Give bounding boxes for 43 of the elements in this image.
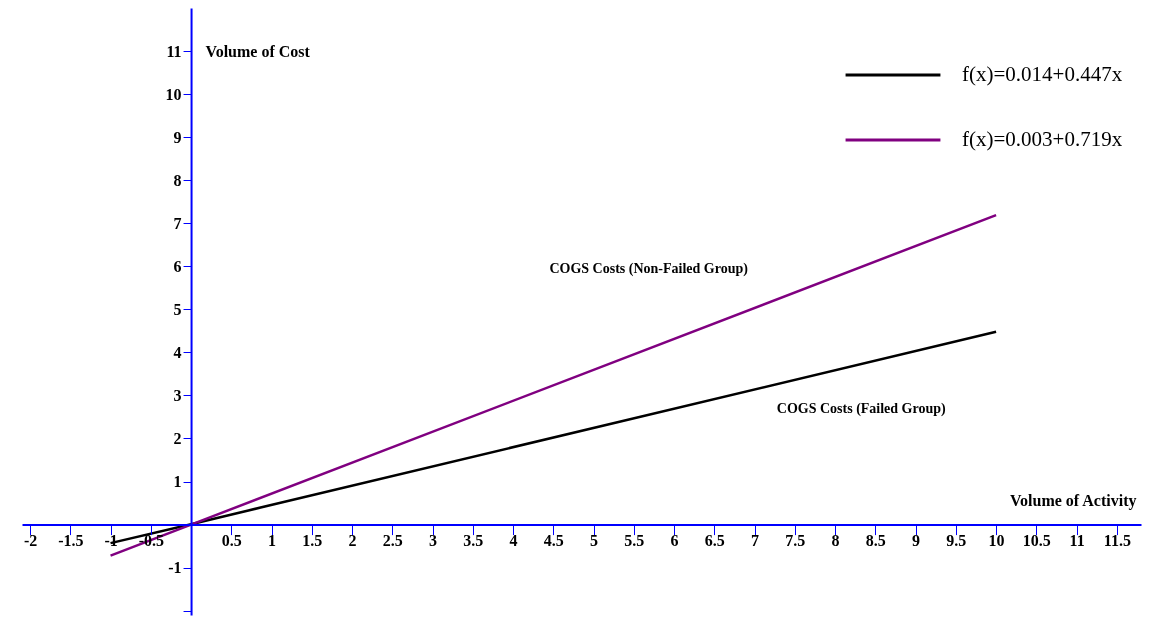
x-tick-label: 8.5	[865, 532, 886, 550]
x-tick-label: 11.5	[1103, 532, 1131, 550]
x-tick-label: 7.5	[785, 532, 806, 550]
x-tick-label: -2	[23, 532, 38, 550]
y-tick-label: 2	[173, 430, 182, 447]
x-tick-label: 10	[988, 532, 1005, 550]
legend-label: f(x)=0.014+0.447x	[962, 62, 1123, 86]
x-tick-label: 7	[751, 532, 760, 550]
x-tick-label: 9.5	[946, 532, 967, 550]
x-tick-label: 1	[268, 532, 277, 550]
x-tick-label: 3.5	[463, 532, 484, 550]
x-tick-label: 11	[1069, 532, 1085, 550]
y-axis-title: Volume of Cost	[205, 42, 311, 60]
x-tick-label: 2	[348, 532, 357, 550]
y-tick-label: 8	[173, 171, 182, 189]
x-tick-label: 9	[912, 532, 921, 550]
y-tick-label: 4	[173, 343, 182, 361]
x-axis-title: Volume of Activity	[1009, 492, 1137, 511]
x-tick-label: 1.5	[302, 532, 323, 550]
y-tick-label: 3	[173, 386, 182, 404]
y-tick-label: 7	[173, 214, 182, 232]
y-tick-label: 9	[173, 128, 182, 146]
annotation: COGS Costs (Non-Failed Group)	[549, 261, 749, 278]
x-tick-label: 0.5	[221, 532, 242, 550]
x-tick-label: 6.5	[704, 532, 725, 550]
x-tick-label: 10.5	[1022, 532, 1051, 550]
x-tick-label: -1.5	[58, 532, 84, 550]
y-tick-label: 1	[173, 473, 182, 491]
x-tick-label: 4.5	[543, 532, 564, 550]
x-tick-label: 5.5	[624, 532, 645, 550]
x-tick-label: 6	[670, 532, 679, 550]
x-tick-label: 2.5	[382, 532, 403, 550]
x-tick-label: 5	[590, 532, 599, 550]
x-tick-label: 8	[831, 532, 840, 550]
y-tick-label: -1	[168, 559, 182, 577]
y-tick-label: 10	[165, 85, 182, 103]
y-tick-label: 6	[173, 257, 182, 275]
y-tick-label: 11	[166, 42, 182, 60]
y-tick-label: 5	[173, 300, 182, 318]
x-tick-label: 3	[429, 532, 438, 550]
annotation: COGS Costs (Failed Group)	[776, 400, 947, 417]
x-tick-label: 4	[509, 532, 518, 550]
legend-label: f(x)=0.003+0.719x	[962, 127, 1123, 151]
